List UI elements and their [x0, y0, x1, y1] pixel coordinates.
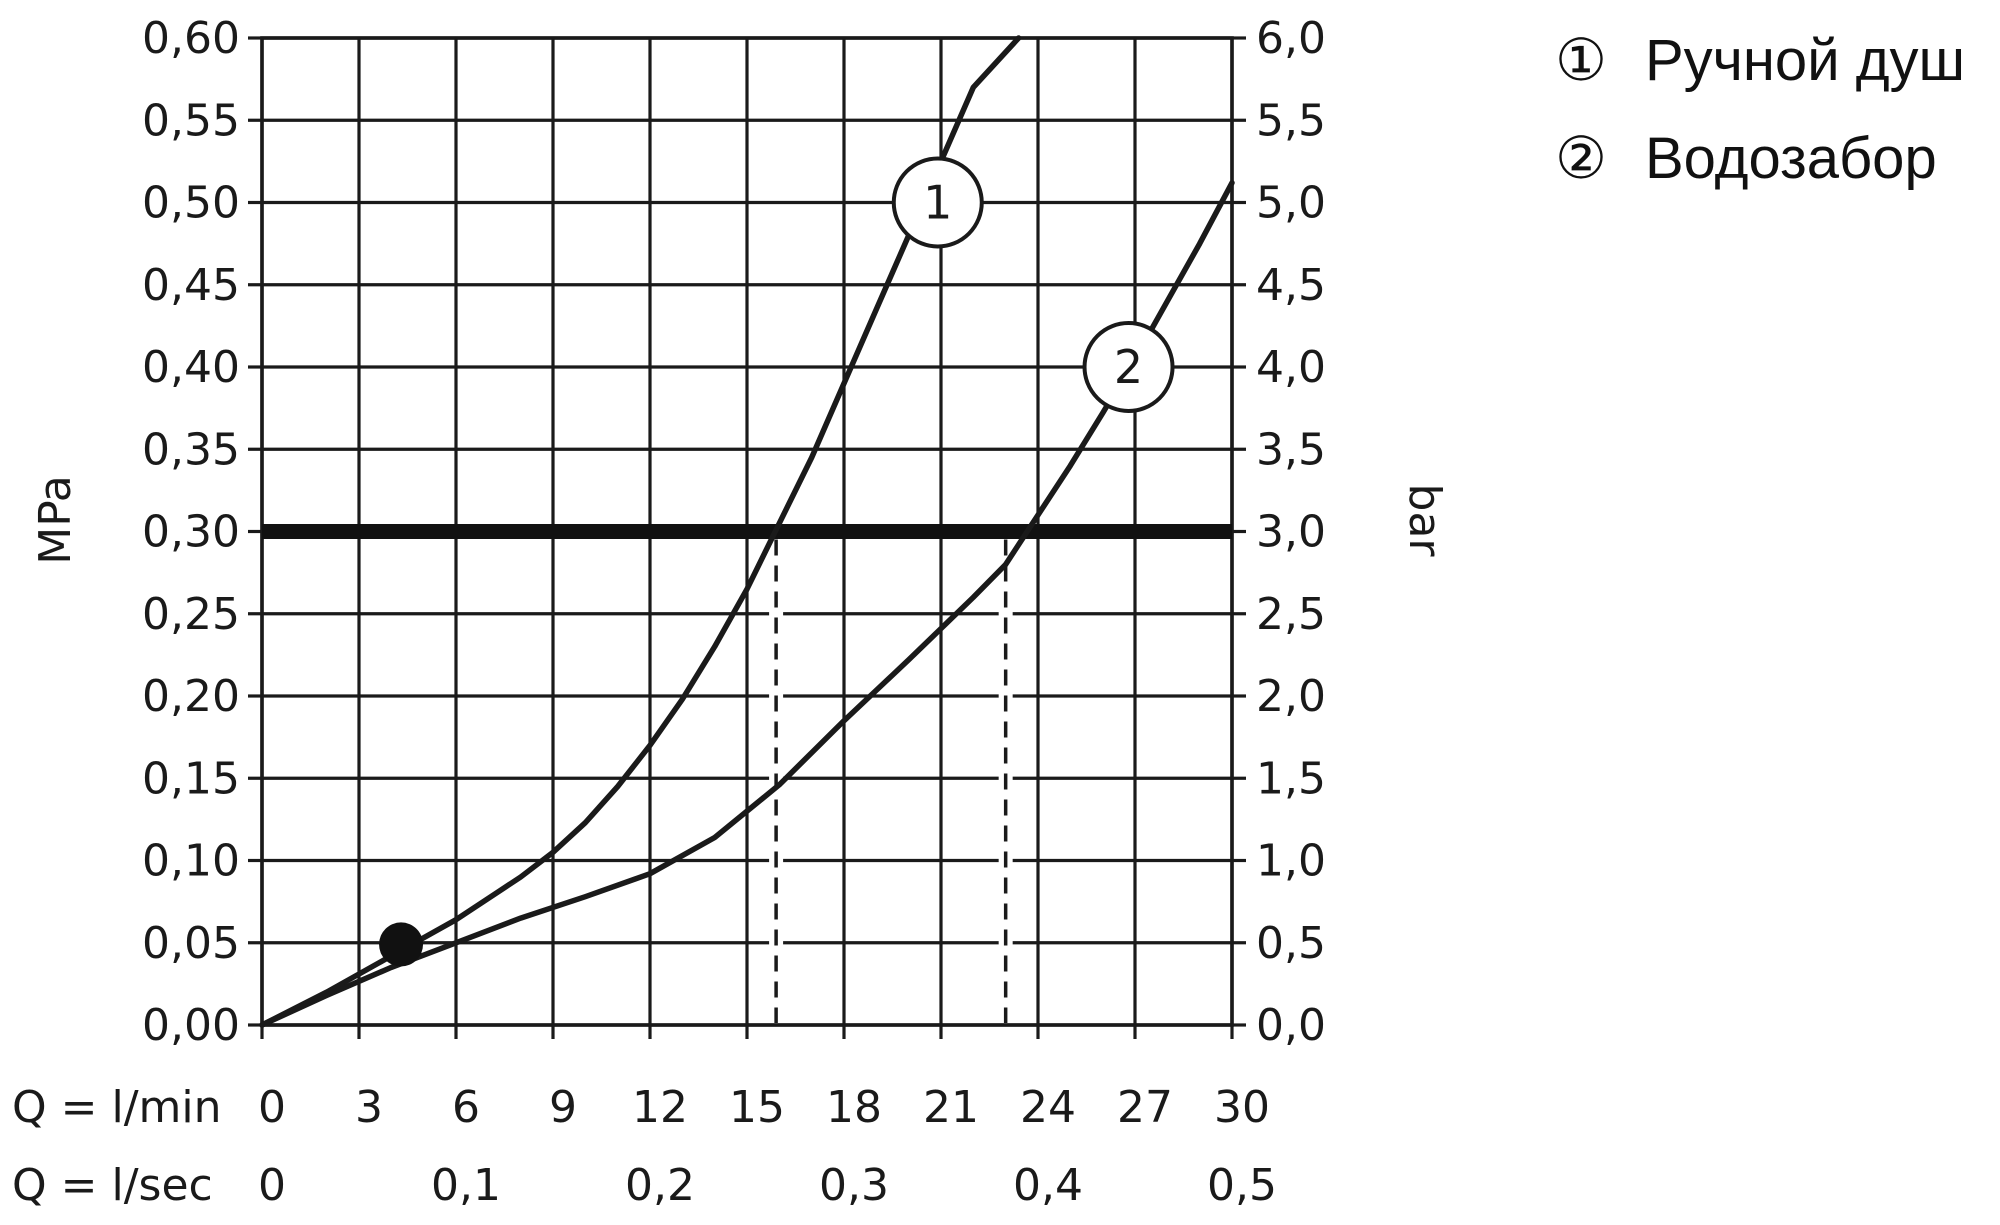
legend-item-1: ① Ручной душ	[1555, 28, 1965, 93]
right-tick-label: 0,0	[1256, 1000, 1326, 1051]
series-line-1	[259, 35, 1022, 1028]
right-tick-label: 1,5	[1256, 753, 1326, 804]
series-marker-circle-1	[891, 156, 984, 249]
right-tick-label: 4,0	[1256, 342, 1326, 393]
x-tick-label-lsec: 0,2	[625, 1160, 695, 1211]
x-tick-label-lmin: 30	[1214, 1082, 1270, 1133]
legend-label: Водозабор	[1645, 126, 1937, 191]
legend-symbol: ②	[1555, 126, 1607, 191]
left-tick-label: 0,35	[142, 424, 240, 475]
right-axis-label: bar	[1399, 484, 1450, 558]
drop-lines	[769, 539, 1013, 1023]
right-tick-label: 0,5	[1256, 918, 1326, 969]
right-tick-label: 3,0	[1256, 507, 1326, 558]
x-tick-label-lmin: 27	[1117, 1082, 1173, 1133]
left-tick-label: 0,10	[142, 836, 240, 887]
highlight-point	[379, 922, 424, 967]
x-tick-label-lsec: 0,3	[819, 1160, 889, 1211]
x-axis-ticks: 0 3 6 9 12 15 18 21 24 27 30 0 0,1 0,2 0,3 0,4 0,5	[258, 1082, 1277, 1211]
x-row1-label: Q = l/min	[12, 1082, 222, 1133]
right-tick-label: 2,0	[1256, 671, 1326, 722]
left-tick-label: 0,60	[142, 13, 240, 64]
right-tick-label: 2,5	[1256, 589, 1326, 640]
series-markers: 12	[379, 156, 1175, 967]
left-tick-label: 0,00	[142, 1000, 240, 1051]
x-tick-label-lmin: 3	[355, 1082, 383, 1133]
right-axis-ticks: 0,0 0,5 1,0 1,5 2,0 2,5 3,0 3,5 4,0 4,5 5,0 5,5 6,0	[1256, 13, 1326, 1051]
right-tick-label: 5,0	[1256, 178, 1326, 229]
x-tick-label-lmin: 18	[826, 1082, 882, 1133]
series-marker-number-1: 1	[923, 176, 952, 230]
right-tick-label: 1,0	[1256, 836, 1326, 887]
left-axis-label: MPa	[30, 475, 81, 564]
x-tick-label-lmin: 24	[1020, 1082, 1076, 1133]
left-tick-label: 0,30	[142, 507, 240, 558]
right-tick-label: 4,5	[1256, 260, 1326, 311]
x-tick-label-lsec: 0	[258, 1160, 286, 1211]
left-tick-label: 0,55	[142, 95, 240, 146]
legend-symbol: ①	[1555, 28, 1607, 93]
left-tick-label: 0,05	[142, 918, 240, 969]
left-tick-label: 0,15	[142, 753, 240, 804]
left-tick-label: 0,45	[142, 260, 240, 311]
x-tick-label-lmin: 6	[452, 1082, 480, 1133]
series-marker-number-2: 2	[1114, 340, 1143, 394]
left-tick-label: 0,25	[142, 589, 240, 640]
left-tick-label: 0,50	[142, 178, 240, 229]
x-tick-label-lsec: 0,4	[1013, 1160, 1083, 1211]
x-tick-label-lsec: 0,5	[1207, 1160, 1277, 1211]
left-tick-label: 0,40	[142, 342, 240, 393]
legend-label: Ручной душ	[1645, 28, 1965, 93]
x-tick-label-lmin: 0	[258, 1082, 286, 1133]
left-axis-ticks: 0,00 0,05 0,10 0,15 0,20 0,25 0,30 0,35 0,40 0,45…	[142, 13, 240, 1051]
x-tick-label-lmin: 9	[549, 1082, 577, 1133]
series-marker-circle-2	[1082, 321, 1175, 413]
x-tick-label-lmin: 12	[632, 1082, 688, 1133]
right-tick-label: 5,5	[1256, 95, 1326, 146]
x-tick-label-lmin: 21	[923, 1082, 979, 1133]
left-tick-label: 0,20	[142, 671, 240, 722]
legend-item-2: ② Водозабор	[1555, 126, 1937, 191]
right-tick-label: 3,5	[1256, 424, 1326, 475]
right-tick-label: 6,0	[1256, 13, 1326, 64]
legend: ① Ручной душ ② Водозабор	[1555, 28, 1965, 191]
x-row2-label: Q = l/sec	[12, 1160, 213, 1211]
x-tick-label-lmin: 15	[729, 1082, 785, 1133]
x-tick-label-lsec: 0,1	[431, 1160, 501, 1211]
